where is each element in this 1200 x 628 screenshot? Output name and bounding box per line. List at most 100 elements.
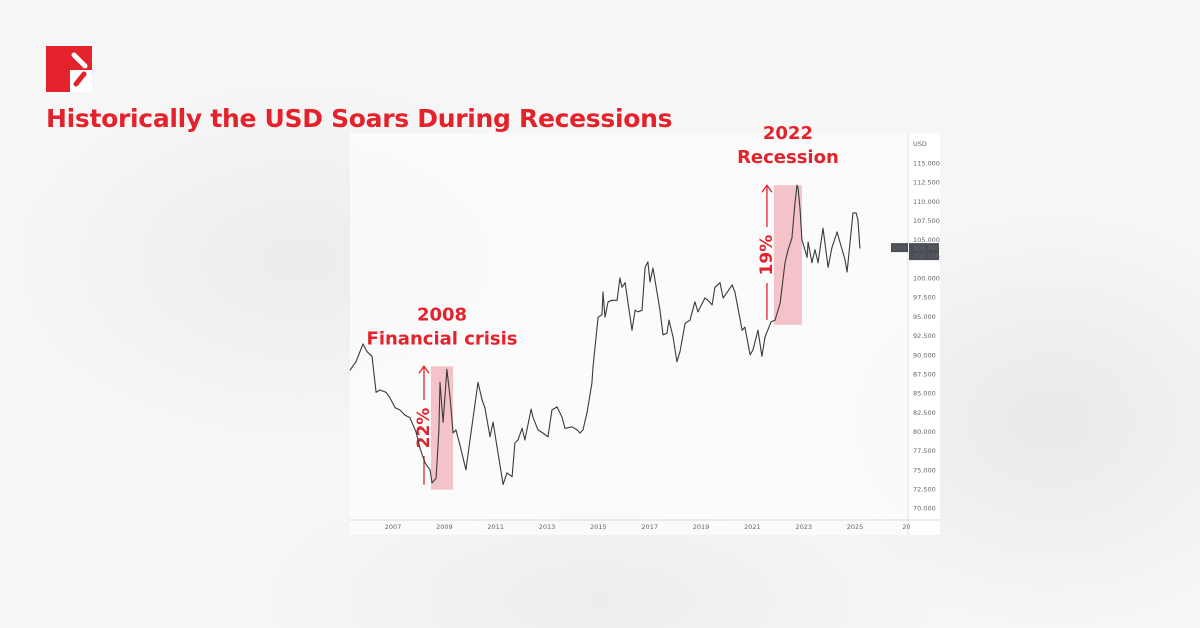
y-tick-label: 100.000 [913, 275, 940, 283]
data-point [511, 476, 513, 478]
x-tick-label: 2013 [539, 523, 556, 531]
arrow-up-icon [761, 184, 773, 193]
change-label: 19% [757, 235, 777, 276]
data-point [757, 329, 759, 331]
data-point [592, 366, 594, 368]
data-point [489, 436, 491, 438]
price-tag [909, 243, 939, 261]
data-point [666, 332, 668, 334]
data-point [431, 482, 433, 484]
data-point [616, 299, 618, 301]
data-point [530, 408, 532, 410]
data-point [477, 381, 479, 383]
data-point [839, 241, 841, 243]
y-tick-label: 77.500 [913, 447, 936, 455]
data-point [652, 267, 654, 269]
data-point [576, 429, 578, 431]
data-point [806, 256, 808, 258]
data-point [385, 391, 387, 393]
data-point [449, 396, 451, 398]
data-point [607, 301, 609, 303]
data-point [366, 351, 368, 353]
data-point [621, 286, 623, 288]
data-point [469, 439, 471, 441]
y-tick-label: 72.500 [913, 485, 936, 493]
data-point [722, 297, 724, 299]
data-point [644, 266, 646, 268]
data-point [419, 447, 421, 449]
data-point [429, 469, 431, 471]
data-point [770, 321, 772, 323]
y-tick-label: 110.000 [913, 198, 940, 206]
data-point [602, 291, 604, 293]
data-point [521, 427, 523, 429]
recession-shade [773, 185, 802, 325]
y-tick-label: 82.500 [913, 409, 936, 417]
data-point [459, 444, 461, 446]
data-point [362, 343, 364, 345]
data-point [564, 427, 566, 429]
data-point [532, 416, 534, 418]
price-value: 103.903 [913, 244, 940, 252]
x-tick-label: 20 [902, 523, 910, 531]
data-point [517, 439, 519, 441]
y-tick-label: 70.000 [913, 505, 936, 513]
brand-logo [46, 46, 92, 92]
data-point [524, 439, 526, 441]
data-point [502, 483, 504, 485]
data-point [787, 249, 789, 251]
data-point [582, 429, 584, 431]
data-point [481, 399, 483, 401]
data-point [764, 336, 766, 338]
data-point [446, 368, 448, 370]
data-point [719, 282, 721, 284]
data-point [714, 286, 716, 288]
data-point [579, 432, 581, 434]
data-point [807, 241, 809, 243]
data-point [857, 219, 859, 221]
y-tick-label: 97.500 [913, 294, 936, 302]
data-point [779, 302, 781, 304]
y-tick-label: 80.000 [913, 428, 936, 436]
data-point [452, 432, 454, 434]
data-point [659, 309, 661, 311]
recession-shade [430, 366, 454, 490]
data-point [761, 355, 763, 357]
x-tick-label: 2021 [744, 523, 761, 531]
x-tick-label: 2017 [641, 523, 658, 531]
symbol-tag [891, 243, 908, 253]
data-point [791, 237, 793, 239]
y-axis-unit: USD [913, 140, 927, 148]
data-point [556, 406, 558, 408]
data-point [586, 411, 588, 413]
data-point [542, 432, 544, 434]
data-point [774, 319, 776, 321]
data-point [827, 266, 829, 268]
data-point [455, 429, 457, 431]
data-point [438, 429, 440, 431]
data-point [822, 227, 824, 229]
data-point [389, 397, 391, 399]
data-point [814, 249, 816, 251]
y-tick-label: 107.500 [913, 217, 940, 225]
change-label: 22% [414, 408, 434, 449]
symbol-label: DXY [893, 244, 906, 252]
data-point [744, 326, 746, 328]
data-point [442, 421, 444, 423]
data-point [547, 436, 549, 438]
y-tick-label: 105.000 [913, 236, 940, 244]
x-tick-label: 2011 [487, 523, 504, 531]
data-point [647, 261, 649, 263]
annotation-label: Recession [737, 147, 839, 168]
data-point [731, 284, 733, 286]
y-tick-label: 87.500 [913, 370, 936, 378]
data-point [624, 282, 626, 284]
y-tick-label: 112.500 [913, 179, 940, 187]
data-point [749, 354, 751, 356]
y-tick-label: 90.000 [913, 351, 936, 359]
data-point [679, 351, 681, 353]
y-tick-label: 85.000 [913, 390, 936, 398]
data-point [601, 314, 603, 316]
data-point [399, 409, 401, 411]
